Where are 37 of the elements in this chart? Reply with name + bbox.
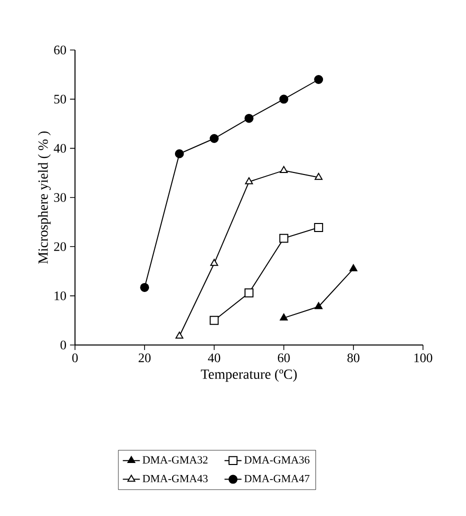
y-tick-label: 60 <box>54 46 66 54</box>
x-tick-label: 20 <box>138 354 151 362</box>
x-tick-label: 60 <box>278 354 290 362</box>
point <box>245 177 253 184</box>
y-tick-label: 20 <box>54 242 66 252</box>
x-axis-title: Temperature (ºC) <box>200 369 297 382</box>
legend-label: DMA-GMA32 <box>142 456 208 464</box>
point <box>349 264 358 272</box>
point <box>279 94 288 104</box>
y-tick-label: 50 <box>54 94 66 104</box>
x-tick-label: 40 <box>208 354 220 362</box>
point <box>280 166 288 173</box>
point <box>314 302 323 310</box>
point <box>210 258 218 266</box>
point <box>244 288 254 298</box>
legend-label: DMA-GMA36 <box>244 456 310 464</box>
y-tick-label: 40 <box>54 144 66 153</box>
y-tick-label: 30 <box>54 193 66 202</box>
point <box>175 332 184 339</box>
point <box>314 75 324 84</box>
point <box>314 172 323 180</box>
point <box>140 282 150 292</box>
point <box>280 313 288 320</box>
point <box>244 114 254 123</box>
x-tick-label: 80 <box>347 354 360 362</box>
x-tick-label: 0 <box>72 354 78 362</box>
point <box>314 223 324 232</box>
legend-label: DMA-GMA47 <box>244 474 310 482</box>
legend-label: DMA-GMA43 <box>142 474 208 482</box>
point <box>210 316 219 325</box>
point <box>210 134 219 143</box>
point <box>279 234 288 243</box>
y-axis-title: Microsphere yield ( % ) <box>38 131 51 264</box>
point <box>174 149 184 158</box>
y-tick-label: 0 <box>60 340 66 350</box>
x-tick-label: 100 <box>414 354 432 362</box>
y-tick-label: 10 <box>54 291 66 300</box>
